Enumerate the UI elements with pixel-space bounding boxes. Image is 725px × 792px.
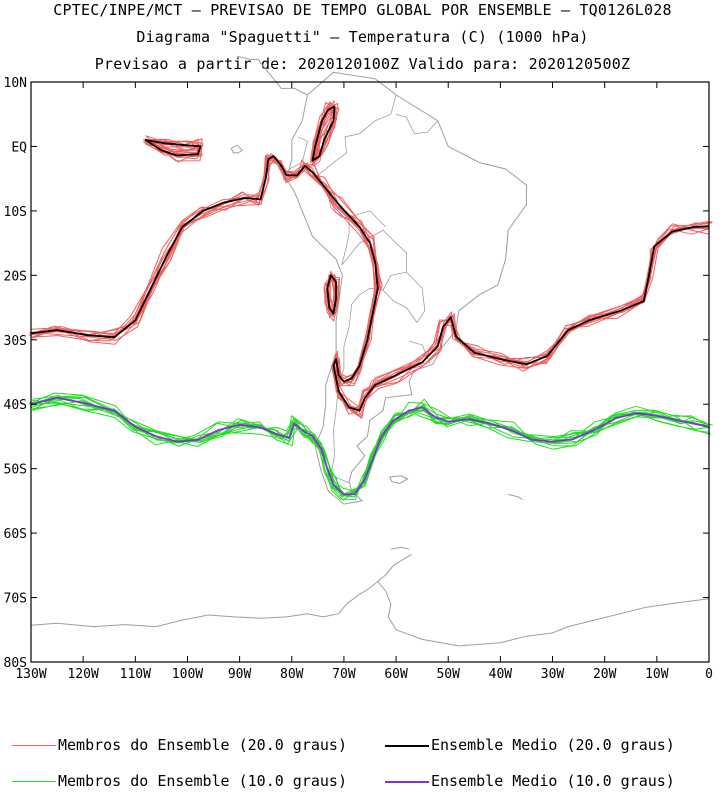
falkland-islands [389, 475, 409, 485]
country-border-8 [348, 210, 386, 228]
legend-label-mean-10: Ensemble Medio (10.0 graus) [431, 772, 675, 790]
south-america-outline [286, 71, 527, 505]
member-line-0-2-10 [146, 138, 200, 157]
member-line-0-0-10 [32, 159, 709, 416]
member-line-1-0-4 [29, 396, 711, 495]
plot-frame [30, 81, 710, 663]
south-georgia-island [508, 493, 523, 501]
member-line-1-0-10 [31, 395, 713, 498]
member-line-1-0-2 [32, 403, 706, 495]
legend-entry-members-10: Membros do Ensemble (10.0 graus) [12, 772, 347, 790]
y-tick-label-1: EQ [11, 140, 27, 155]
member-line-1-0-3 [29, 397, 708, 497]
legend-entry-mean-10: Ensemble Medio (10.0 graus) [385, 772, 675, 790]
y-tick-label-0: 10N [4, 76, 27, 91]
member-line-0-0-5 [28, 157, 713, 410]
x-tick-label-11: 20W [593, 667, 617, 682]
y-tick-label-8: 70S [4, 592, 27, 607]
country-border-6 [317, 175, 350, 266]
member-line-1-0-7 [32, 400, 710, 498]
legend-entry-mean-20: Ensemble Medio (20.0 graus) [385, 736, 675, 754]
x-tick-label-2: 110W [120, 667, 151, 682]
legend-label-members-20: Membros do Ensemble (20.0 graus) [58, 736, 347, 754]
member-line-0-0-1 [34, 153, 710, 409]
x-tick-label-8: 50W [436, 667, 460, 682]
legend-swatch-members-10 [12, 781, 56, 782]
member-line-0-0-8 [32, 153, 710, 410]
legend-entry-members-20: Membros do Ensemble (20.0 graus) [12, 736, 347, 754]
member-line-1-0-9 [32, 400, 709, 491]
mean-line-0-1 [311, 105, 336, 162]
x-tick-label-9: 40W [489, 667, 513, 682]
x-tick-label-13: 0 [705, 667, 713, 682]
south-shetland-islands [390, 546, 410, 550]
y-tick-label-4: 30S [4, 334, 27, 349]
mean-line-1-0 [30, 396, 710, 496]
member-line-0-0-11 [30, 156, 708, 414]
x-tick-label-5: 80W [280, 667, 304, 682]
y-tick-label-3: 20S [4, 269, 27, 284]
member-line-1-0-8 [34, 398, 707, 496]
mean-line-0-0 [30, 155, 710, 412]
chart-title-line-3: Previsao a partir de: 2020120100Z Valido… [94, 55, 631, 73]
y-tick-label-6: 50S [4, 463, 27, 478]
y-tick-label-2: 10S [4, 205, 27, 220]
mean-line-0-2 [144, 139, 202, 157]
weddell-sea-outline [377, 581, 710, 647]
country-border-4 [317, 94, 397, 176]
central-america-outline [236, 55, 308, 96]
x-tick-label-3: 100W [172, 667, 203, 682]
member-line-1-0-5 [31, 396, 711, 501]
member-line-0-0-4 [28, 159, 709, 415]
country-border-7 [395, 113, 439, 135]
x-tick-label-1: 120W [67, 667, 98, 682]
chart-title-line-1: CPTEC/INPE/MCT – PREVISAO DE TEMPO GLOBA… [53, 1, 672, 19]
country-border-1 [330, 287, 384, 484]
country-border-5 [289, 136, 308, 170]
x-tick-label-4: 90W [228, 667, 252, 682]
galapagos-islands [230, 144, 244, 154]
axis-layer: 130W 120W 110W 100W 90W 80W 70W 60W 50W 40W 30W 20W… [4, 76, 713, 682]
ensemble-mean-layer [30, 105, 710, 496]
member-line-0-1-10 [312, 101, 337, 161]
member-line-0-0-3 [31, 156, 710, 419]
x-tick-label-7: 60W [384, 667, 408, 682]
country-border-0 [341, 229, 407, 291]
legend-label-members-10: Membros do Ensemble (10.0 graus) [58, 772, 347, 790]
member-line-1-0-1 [31, 402, 707, 497]
chart-title-line-2: Diagrama "Spaguetti" – Temperatura (C) (… [136, 28, 589, 46]
antarctic-peninsula-outline [30, 553, 412, 628]
member-line-0-0-7 [30, 155, 708, 410]
member-line-0-2-9 [146, 140, 200, 156]
member-line-0-0-2 [30, 154, 708, 418]
land-outline-layer [30, 55, 710, 647]
legend-label-mean-20: Ensemble Medio (20.0 graus) [431, 736, 675, 754]
y-tick-label-5: 40S [4, 398, 27, 413]
legend-swatch-mean-20 [385, 744, 429, 747]
x-tick-label-12: 10W [645, 667, 669, 682]
member-line-0-0-9 [31, 154, 709, 419]
x-tick-label-10: 30W [541, 667, 565, 682]
legend-swatch-mean-10 [385, 780, 429, 783]
x-tick-label-6: 70W [332, 667, 356, 682]
member-line-0-0-6 [30, 156, 713, 410]
x-tick-label-0: 130W [15, 667, 46, 682]
member-line-1-0-11 [28, 392, 711, 500]
ensemble-members-layer [28, 100, 713, 501]
y-tick-label-7: 60S [4, 527, 27, 542]
member-line-0-3-7 [324, 275, 340, 314]
member-line-0-2-8 [146, 140, 198, 153]
legend-swatch-members-20 [12, 745, 56, 746]
mean-line-0-3 [326, 274, 337, 315]
country-border-2 [382, 271, 426, 324]
y-tick-label-9: 80S [4, 656, 27, 671]
member-line-1-0-6 [32, 395, 708, 498]
member-line-0-3-8 [324, 279, 340, 315]
